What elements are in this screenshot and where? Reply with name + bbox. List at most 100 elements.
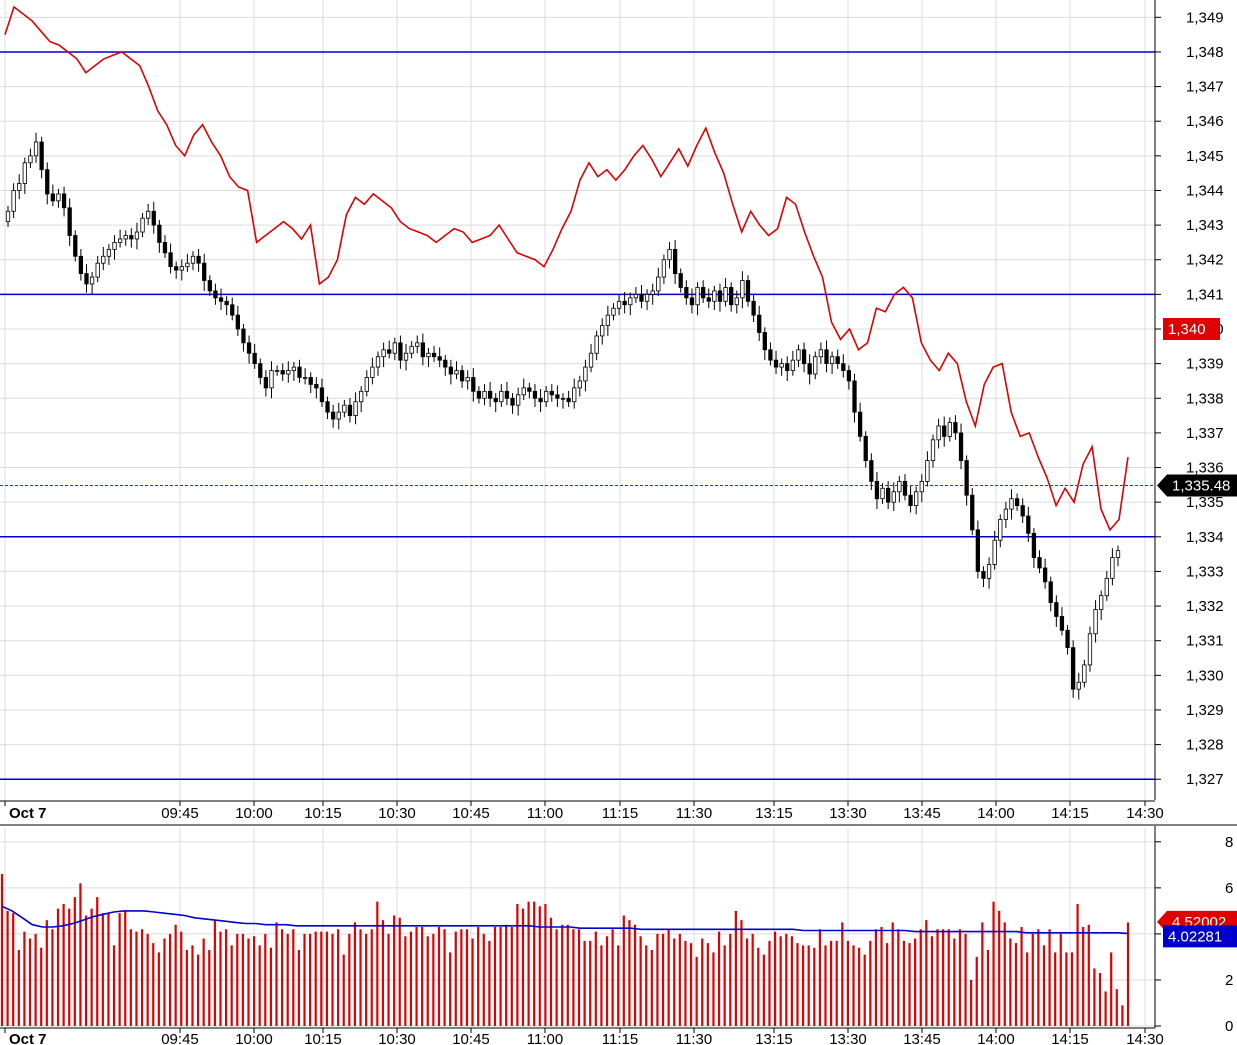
candle-body	[947, 422, 952, 437]
candle-body	[510, 397, 515, 406]
candle-body	[908, 494, 913, 507]
candle-body	[56, 193, 61, 202]
candles	[5, 132, 1121, 700]
candle-body	[112, 242, 117, 250]
candle-body	[600, 325, 605, 337]
candle-body	[712, 290, 717, 302]
candle-body	[146, 210, 151, 219]
candle-body	[50, 193, 55, 202]
candle-body	[89, 276, 95, 285]
volume-y-tick-label: 0	[1225, 1018, 1233, 1035]
candle-body	[381, 349, 386, 358]
candle-body	[902, 480, 908, 496]
last-price-badge: 1,335.48	[1157, 474, 1237, 497]
x-tick-label: 09:45	[161, 805, 199, 822]
candle-body	[101, 255, 106, 264]
candle-body	[409, 345, 414, 354]
candle-body	[958, 432, 964, 462]
candle-body	[886, 487, 891, 503]
candle-body	[555, 394, 560, 399]
candle-body	[331, 411, 336, 420]
candle-body	[757, 314, 762, 333]
candle-body	[280, 370, 285, 375]
candle-body	[202, 262, 207, 281]
candle-body	[779, 363, 784, 368]
candle-body	[375, 356, 381, 368]
candle-body	[616, 300, 622, 309]
candle-body	[628, 297, 633, 306]
price-y-tick-label: 1,327	[1186, 771, 1224, 788]
candle-body	[308, 377, 313, 385]
compare-last-badge-text: 1,340	[1168, 321, 1206, 338]
x-tick-label: 10:30	[378, 1031, 416, 1045]
candle-body	[560, 397, 566, 400]
candle-body	[179, 266, 184, 271]
candle-body	[190, 255, 196, 264]
price-y-tick-label: 1,337	[1186, 425, 1224, 442]
candle-body	[790, 359, 795, 371]
price-y-tick-label: 1,344	[1186, 182, 1224, 199]
candle-body	[1037, 557, 1042, 569]
candle-body	[45, 169, 50, 195]
candle-body	[174, 266, 179, 271]
candle-body	[689, 297, 695, 306]
x-tick-label: 11:15	[602, 805, 638, 822]
candle-body	[504, 390, 510, 399]
candle-body	[768, 349, 773, 361]
candle-body	[925, 460, 930, 482]
candle-body	[364, 377, 369, 392]
candle-body	[1009, 498, 1014, 510]
candle-body	[230, 304, 235, 316]
price-y-tick-label: 1,336	[1186, 460, 1224, 477]
volume-y-tick-label: 2	[1225, 972, 1233, 989]
candle-body	[482, 390, 487, 399]
candle-body	[403, 352, 409, 361]
last-price-badge-bg	[1157, 474, 1237, 497]
candle-body	[549, 390, 554, 396]
candle-body	[443, 359, 448, 368]
candle-body	[964, 460, 969, 496]
candle-body	[527, 387, 532, 392]
candle-body	[717, 290, 723, 302]
candle-body	[846, 370, 852, 382]
candle-body	[33, 141, 39, 157]
candle-body	[95, 262, 100, 278]
candle-body	[392, 342, 397, 354]
price-y-tick-label: 1,341	[1186, 286, 1224, 303]
candle-body	[516, 394, 521, 406]
x-tick-label: 13:15	[755, 805, 793, 822]
volume-y-tick-label: 8	[1225, 834, 1233, 851]
volume-x-ticks: Oct 7 09:45 10:00 10:15 10:30 10:45 11:00 11:15…	[4, 1028, 1164, 1045]
x-tick-label: 10:00	[235, 1031, 273, 1045]
candle-body	[824, 349, 829, 365]
candle-body	[852, 380, 857, 413]
candle-body	[1042, 567, 1048, 583]
x-tick-label: 13:15	[755, 1031, 793, 1045]
x-tick-label: 10:00	[235, 805, 273, 822]
candle-body	[1115, 550, 1121, 558]
candle-body	[499, 390, 504, 403]
price-y-tick-label: 1,330	[1186, 667, 1224, 684]
price-y-tick-label: 1,346	[1186, 113, 1224, 130]
candle-body	[325, 401, 330, 413]
volume-average-badge-text: 4.02281	[1168, 928, 1222, 945]
price-y-tick-label: 1,345	[1186, 148, 1224, 165]
candle-body	[577, 380, 582, 389]
candle-body	[751, 300, 756, 316]
candle-body	[992, 539, 997, 565]
candle-body	[633, 293, 639, 299]
candle-body	[1076, 681, 1081, 690]
candle-body	[701, 287, 706, 299]
x-tick-label: 10:45	[452, 805, 490, 822]
price-y-tick-label: 1,332	[1186, 598, 1224, 615]
candle-body	[801, 349, 807, 365]
candle-body	[835, 356, 840, 365]
candle-body	[1099, 595, 1104, 610]
candle-body	[981, 571, 986, 579]
candle-body	[891, 491, 896, 503]
candle-body	[302, 377, 308, 379]
candle-body	[773, 359, 779, 368]
candle-body	[347, 404, 353, 416]
price-y-tick-label: 1,338	[1186, 390, 1224, 407]
